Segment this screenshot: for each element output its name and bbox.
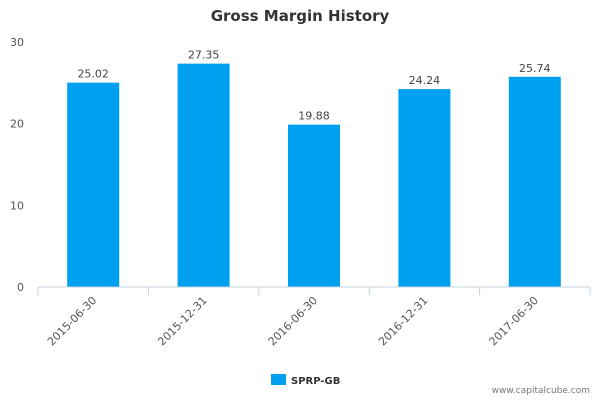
x-tick-label: 2016-12-31 bbox=[376, 294, 430, 348]
y-tick-label: 10 bbox=[10, 199, 24, 212]
y-axis: 0 10 20 30 bbox=[10, 36, 24, 294]
bar[interactable] bbox=[288, 124, 340, 287]
y-tick-label: 20 bbox=[10, 118, 24, 131]
chart-title: Gross Margin History bbox=[211, 7, 390, 25]
bar[interactable] bbox=[508, 76, 561, 287]
y-tick-label: 30 bbox=[10, 36, 24, 49]
data-label: 24.24 bbox=[409, 74, 441, 87]
x-tick-label: 2015-06-30 bbox=[45, 294, 99, 348]
legend-swatch bbox=[271, 374, 286, 385]
bar[interactable] bbox=[177, 63, 230, 288]
x-tick-label: 2015-12-31 bbox=[155, 294, 209, 348]
x-tick-label: 2017-06-30 bbox=[487, 294, 541, 348]
data-label: 25.74 bbox=[519, 62, 551, 75]
data-label: 25.02 bbox=[77, 68, 109, 81]
credit-text[interactable]: www.capitalcube.com bbox=[492, 386, 590, 396]
data-labels: 25.02 27.35 19.88 24.24 25.74 bbox=[77, 49, 550, 123]
bar[interactable] bbox=[398, 89, 451, 287]
bars bbox=[67, 63, 561, 288]
x-axis: 2015-06-30 2015-12-31 2016-06-30 2016-12-31… bbox=[37, 287, 591, 348]
data-label: 19.88 bbox=[298, 110, 330, 123]
x-tick-label: 2016-06-30 bbox=[266, 294, 320, 348]
y-tick-label: 0 bbox=[17, 281, 24, 294]
legend[interactable]: SPRP-GB bbox=[271, 374, 340, 387]
legend-label: SPRP-GB bbox=[291, 376, 340, 387]
data-label: 27.35 bbox=[188, 49, 220, 62]
bar[interactable] bbox=[67, 82, 120, 287]
